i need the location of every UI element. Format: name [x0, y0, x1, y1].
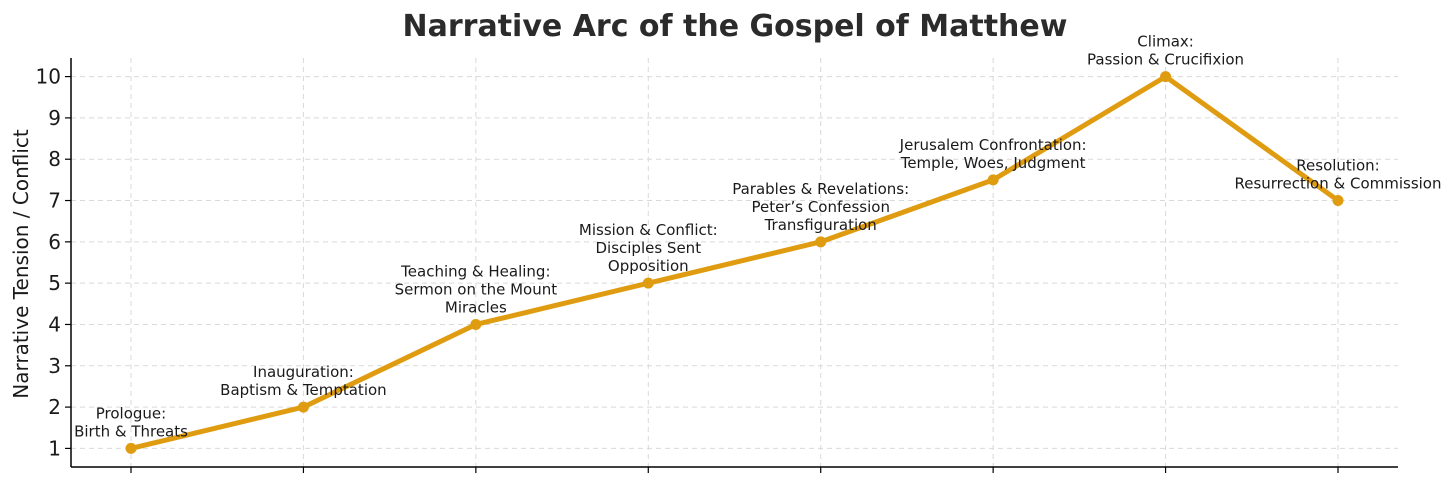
- data-point: [297, 401, 309, 413]
- annotation: Inauguration:Baptism & Temptation: [220, 363, 387, 399]
- data-point: [987, 174, 999, 186]
- annotations: Prologue:Birth & Threats Inauguration:Bap…: [74, 33, 1441, 441]
- annotation: Mission & Conflict:Disciples SentOpposit…: [579, 221, 718, 275]
- annotation: Jerusalem Confrontation:Temple, Woes, Ju…: [899, 136, 1087, 172]
- data-point: [642, 277, 654, 289]
- y-tick-label: 7: [48, 189, 61, 213]
- annotation: Prologue:Birth & Threats: [74, 404, 188, 440]
- annotation-line: Transfiguration: [764, 216, 877, 234]
- annotation-line: Disciples Sent: [595, 239, 701, 257]
- annotation-line: Jerusalem Confrontation:: [899, 136, 1087, 154]
- data-point: [815, 236, 827, 248]
- series-line: [128, 74, 1341, 451]
- y-tick-label: 9: [48, 106, 61, 130]
- annotation-line: Sermon on the Mount: [395, 280, 558, 298]
- annotation-line: Temple, Woes, Judgment: [900, 154, 1086, 172]
- data-point: [470, 318, 482, 330]
- annotation: Climax:Passion & Crucifixion: [1087, 33, 1244, 69]
- y-tick-label: 3: [48, 354, 61, 378]
- annotation-line: Resurrection & Commission: [1234, 175, 1441, 193]
- y-axis-label: Narrative Tension / Conflict: [9, 129, 33, 399]
- annotation-line: Baptism & Temptation: [220, 381, 387, 399]
- annotation: Teaching & Healing:Sermon on the MountMi…: [395, 262, 558, 316]
- annotation: Resolution:Resurrection & Commission: [1234, 157, 1441, 193]
- data-point: [1332, 195, 1344, 207]
- y-tick-label: 10: [36, 65, 61, 89]
- annotation-line: Opposition: [608, 257, 689, 275]
- y-tick-label: 1: [48, 436, 61, 460]
- annotation: Parables & Revelations:Peter’s Confessio…: [732, 180, 909, 234]
- annotation-line: Peter’s Confession: [751, 198, 890, 216]
- series-group: [125, 71, 1344, 454]
- annotation-line: Prologue:: [96, 404, 166, 422]
- data-point: [1160, 71, 1172, 83]
- y-tick-label: 4: [48, 312, 61, 336]
- y-tick-label: 8: [48, 147, 61, 171]
- y-tick-label: 6: [48, 230, 61, 254]
- chart-title: Narrative Arc of the Gospel of Matthew: [403, 9, 1068, 44]
- y-tick-label: 2: [48, 395, 61, 419]
- annotation-line: Inauguration:: [253, 363, 354, 381]
- annotation-line: Resolution:: [1296, 157, 1379, 175]
- y-tick-label: 5: [48, 271, 61, 295]
- axes: 1 2 3 4 5 6 7 8 9 10: [36, 58, 1398, 473]
- annotation-line: Teaching & Healing:: [400, 262, 550, 280]
- annotation-line: Birth & Threats: [74, 422, 188, 440]
- annotation-line: Mission & Conflict:: [579, 221, 718, 239]
- annotation-line: Miracles: [445, 298, 507, 316]
- data-point: [125, 442, 137, 454]
- annotation-line: Passion & Crucifixion: [1087, 51, 1244, 69]
- annotation-line: Climax:: [1137, 33, 1194, 51]
- annotation-line: Parables & Revelations:: [732, 180, 909, 198]
